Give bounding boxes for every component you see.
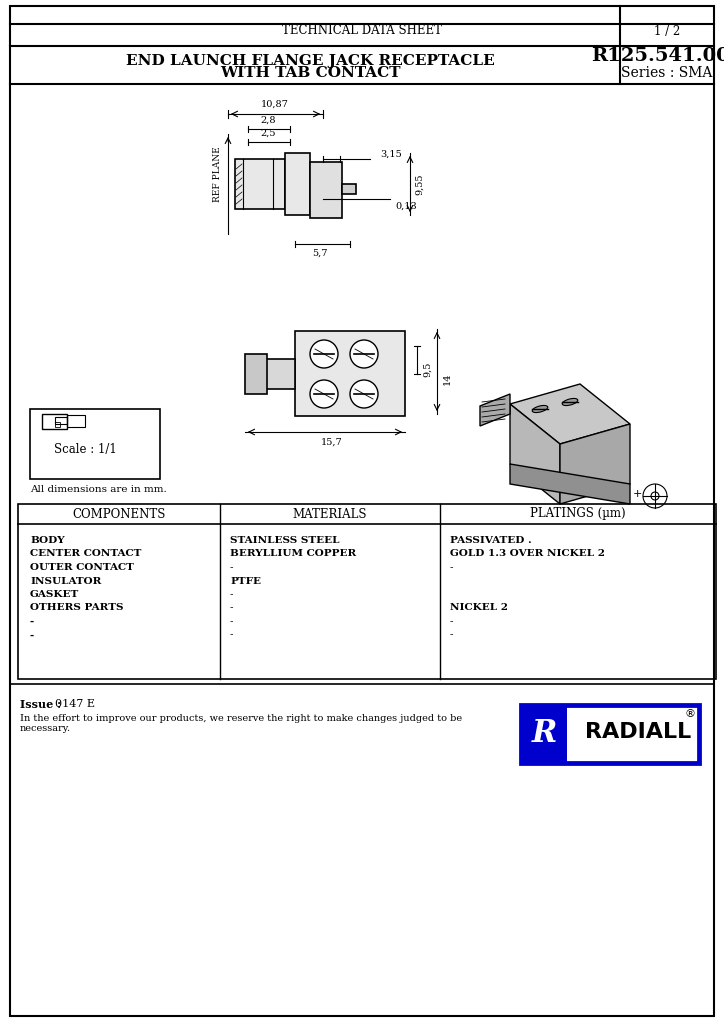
Text: OTHERS PARTS: OTHERS PARTS xyxy=(30,603,124,612)
Text: NICKEL 2: NICKEL 2 xyxy=(450,603,508,612)
Text: PLATINGS (µm): PLATINGS (µm) xyxy=(530,508,626,520)
Bar xyxy=(285,153,310,215)
Polygon shape xyxy=(480,394,510,426)
Text: CENTER CONTACT: CENTER CONTACT xyxy=(30,550,141,558)
Bar xyxy=(42,414,67,429)
Text: 14: 14 xyxy=(443,373,452,385)
Text: END LAUNCH FLANGE JACK RECEPTACLE: END LAUNCH FLANGE JACK RECEPTACLE xyxy=(126,54,494,68)
Text: OUTER CONTACT: OUTER CONTACT xyxy=(30,563,134,572)
Circle shape xyxy=(350,340,378,368)
Text: 15,7: 15,7 xyxy=(321,438,343,447)
Text: PASSIVATED .: PASSIVATED . xyxy=(450,536,531,545)
Text: -: - xyxy=(230,590,234,599)
Text: TECHNICAL DATA SHEET: TECHNICAL DATA SHEET xyxy=(282,25,442,38)
Bar xyxy=(295,331,405,416)
Text: 5,7: 5,7 xyxy=(312,249,328,258)
Bar xyxy=(18,504,716,679)
Bar xyxy=(265,359,295,389)
Polygon shape xyxy=(510,464,630,504)
Text: -: - xyxy=(450,617,453,626)
Text: -: - xyxy=(450,563,453,572)
Polygon shape xyxy=(510,404,560,504)
Text: REF PLANE: REF PLANE xyxy=(214,146,222,202)
Text: GOLD 1.3 OVER NICKEL 2: GOLD 1.3 OVER NICKEL 2 xyxy=(450,550,605,558)
Text: Series : SMA: Series : SMA xyxy=(621,66,712,80)
Text: PTFE: PTFE xyxy=(230,577,261,586)
Text: RADIALL: RADIALL xyxy=(585,722,691,742)
Text: STAINLESS STEEL: STAINLESS STEEL xyxy=(230,536,340,545)
Circle shape xyxy=(651,492,659,500)
Text: All dimensions are in mm.: All dimensions are in mm. xyxy=(30,484,167,494)
Text: BODY: BODY xyxy=(30,536,64,545)
Text: In the effort to improve our products, we reserve the right to make changes judg: In the effort to improve our products, w… xyxy=(20,714,462,733)
Text: -: - xyxy=(30,631,34,640)
Text: +: + xyxy=(632,489,641,499)
Text: 9,55: 9,55 xyxy=(415,173,424,195)
Bar xyxy=(520,705,700,764)
Bar xyxy=(245,354,267,394)
Text: -: - xyxy=(230,563,234,572)
Text: ®: ® xyxy=(684,709,696,719)
Text: MATERIALS: MATERIALS xyxy=(292,508,367,520)
Text: -: - xyxy=(230,603,234,612)
Bar xyxy=(522,706,698,762)
Text: R125.541.001: R125.541.001 xyxy=(591,47,724,65)
Ellipse shape xyxy=(563,398,578,406)
Text: Scale : 1/1: Scale : 1/1 xyxy=(54,442,117,456)
Circle shape xyxy=(643,484,667,508)
Text: -: - xyxy=(30,617,34,626)
Circle shape xyxy=(310,340,338,368)
Ellipse shape xyxy=(532,406,548,413)
Text: -: - xyxy=(230,631,234,640)
Text: GASKET: GASKET xyxy=(30,590,79,599)
Text: INSULATOR: INSULATOR xyxy=(30,577,101,586)
Bar xyxy=(522,706,698,762)
Bar xyxy=(55,417,67,424)
Text: Issue :: Issue : xyxy=(20,699,61,710)
Polygon shape xyxy=(510,384,630,444)
Text: COMPONENTS: COMPONENTS xyxy=(72,508,166,520)
Text: R: R xyxy=(532,719,557,750)
Text: 10,87: 10,87 xyxy=(261,100,289,109)
Text: 9,5: 9,5 xyxy=(423,361,432,377)
Bar xyxy=(30,409,160,479)
Circle shape xyxy=(310,380,338,408)
Text: 3,15: 3,15 xyxy=(380,150,402,159)
Text: 0,13: 0,13 xyxy=(395,202,417,211)
Polygon shape xyxy=(560,424,630,504)
Bar xyxy=(67,415,85,427)
Text: -: - xyxy=(230,617,234,626)
Bar xyxy=(342,184,356,194)
Text: BERYLLIUM COPPER: BERYLLIUM COPPER xyxy=(230,550,356,558)
Text: WITH TAB CONTACT: WITH TAB CONTACT xyxy=(220,66,400,80)
Bar xyxy=(55,422,60,427)
Text: 2,8: 2,8 xyxy=(260,116,276,125)
Bar xyxy=(235,159,285,209)
Bar xyxy=(522,706,567,762)
Text: 2,5: 2,5 xyxy=(260,129,276,138)
Text: -: - xyxy=(450,631,453,640)
Circle shape xyxy=(350,380,378,408)
Text: 0147 E: 0147 E xyxy=(55,699,95,709)
Bar xyxy=(310,162,342,218)
Text: 1 / 2: 1 / 2 xyxy=(654,25,680,38)
